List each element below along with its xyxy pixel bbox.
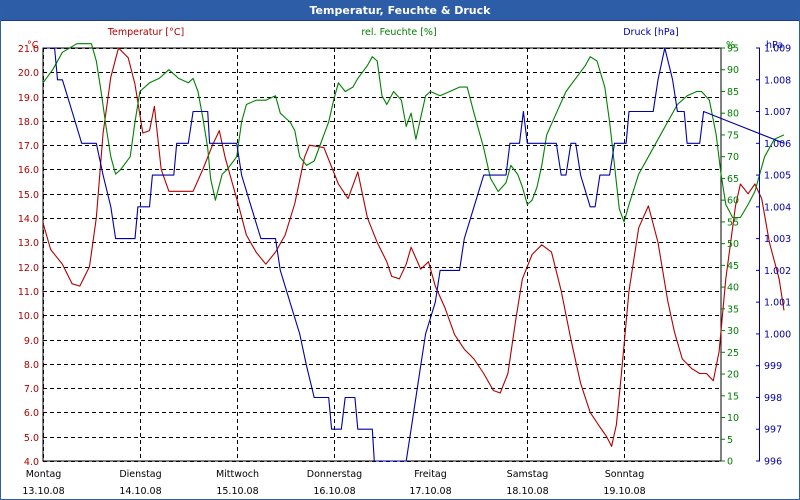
pressure-tick-label: 1.006: [764, 139, 791, 150]
humidity-tick-label: 65: [727, 174, 739, 185]
series-line-pressure: [43, 47, 785, 462]
pressure-tick-label: 1.000: [764, 329, 791, 340]
day-label: Samstag: [507, 469, 549, 480]
humidity-tick-label: 20: [727, 370, 739, 381]
pressure-tick-label: 1.003: [764, 234, 791, 245]
axes: 21.0 20.0 19.0 18.0 17.0 16.0 15.0 14.0 13.0 12.0…: [18, 27, 791, 497]
pressure-tick-label: 1.008: [764, 75, 791, 86]
pressure-tick-label: 1.005: [764, 171, 791, 182]
temperature-tick-label: 10.0: [18, 311, 39, 322]
pressure-tick-label: 998: [764, 393, 782, 404]
humidity-tick-label: 30: [727, 326, 739, 337]
humidity-tick-label: 5: [727, 435, 733, 446]
date-label: 13.10.08: [22, 486, 64, 497]
pressure-tick-label: 1.004: [764, 202, 791, 213]
day-label: Donnerstag: [307, 469, 362, 480]
temperature-unit: °C: [27, 40, 39, 51]
humidity-tick-label: 10: [727, 413, 739, 424]
temperature-axis-title: Temperatur [°C]: [107, 27, 184, 38]
humidity-tick-label: 70: [727, 152, 739, 163]
temperature-tick-label: 18.0: [18, 117, 39, 128]
pressure-tick-label: 1.001: [764, 298, 791, 309]
pressure-unit: hPa: [766, 40, 783, 51]
humidity-tick-label: 25: [727, 348, 739, 359]
humidity-tick-label: 35: [727, 304, 739, 315]
temperature-tick-label: 17.0: [18, 141, 39, 152]
humidity-tick-label: 80: [727, 109, 739, 120]
temperature-tick-label: 16.0: [18, 165, 39, 176]
temperature-tick-label: 21.0: [18, 44, 39, 55]
humidity-tick-label: 50: [727, 239, 739, 250]
humidity-tick-label: 85: [727, 87, 739, 98]
pressure-tick-label: 1.007: [764, 107, 791, 118]
day-label: Dienstag: [119, 469, 161, 480]
date-label: 17.10.08: [409, 486, 451, 497]
pressure-tick-label: 999: [764, 361, 782, 372]
temperature-tick-label: 11.0: [18, 287, 39, 298]
temperature-tick-label: 7.0: [24, 384, 39, 395]
temperature-tick-label: 8.0: [24, 360, 39, 371]
temperature-tick-label: 14.0: [18, 214, 39, 225]
day-label: Freitag: [414, 469, 447, 480]
temperature-tick-label: 12.0: [18, 263, 39, 274]
temperature-tick-label: 15.0: [18, 190, 39, 201]
humidity-tick-label: 55: [727, 217, 739, 228]
humidity-tick-label: 40: [727, 283, 739, 294]
series-line-temperature: [42, 47, 785, 447]
humidity-axis-title: rel. Feuchte [%]: [361, 27, 436, 38]
humidity-tick-label: 95: [727, 44, 739, 55]
series-line-humidity: [42, 43, 785, 223]
temperature-tick-label: 4.0: [24, 457, 39, 468]
pressure-tick-label: 1.009: [764, 44, 791, 55]
humidity-tick-label: 0: [727, 457, 733, 468]
humidity-tick-label: 60: [727, 196, 739, 207]
temperature-tick-label: 13.0: [18, 238, 39, 249]
humidity-tick-label: 45: [727, 261, 739, 272]
date-label: 14.10.08: [119, 486, 161, 497]
day-label: Mittwoch: [216, 469, 259, 480]
temperature-tick-label: 19.0: [18, 93, 39, 104]
temperature-tick-label: 20.0: [18, 68, 39, 79]
humidity-unit: %: [726, 40, 735, 51]
humidity-tick-label: 90: [727, 65, 739, 76]
temperature-tick-label: 5.0: [24, 433, 39, 444]
day-label: Sonntag: [605, 469, 644, 480]
pressure-tick-label: 997: [764, 425, 782, 436]
series-layer: [42, 43, 785, 462]
temperature-tick-label: 6.0: [24, 408, 39, 419]
date-label: 15.10.08: [216, 486, 258, 497]
humidity-tick-label: 15: [727, 391, 739, 402]
window-title: Temperatur, Feuchte & Druck: [1, 1, 799, 21]
date-label: 18.10.08: [506, 486, 548, 497]
date-label: 16.10.08: [313, 486, 355, 497]
pressure-tick-label: 1.002: [764, 266, 791, 277]
temperature-tick-label: 9.0: [24, 336, 39, 347]
humidity-tick-label: 75: [727, 130, 739, 141]
pressure-tick-label: 996: [764, 457, 782, 468]
date-label: 19.10.08: [603, 486, 645, 497]
day-label: Montag: [26, 469, 62, 480]
pressure-axis-title: Druck [hPa]: [623, 27, 679, 38]
